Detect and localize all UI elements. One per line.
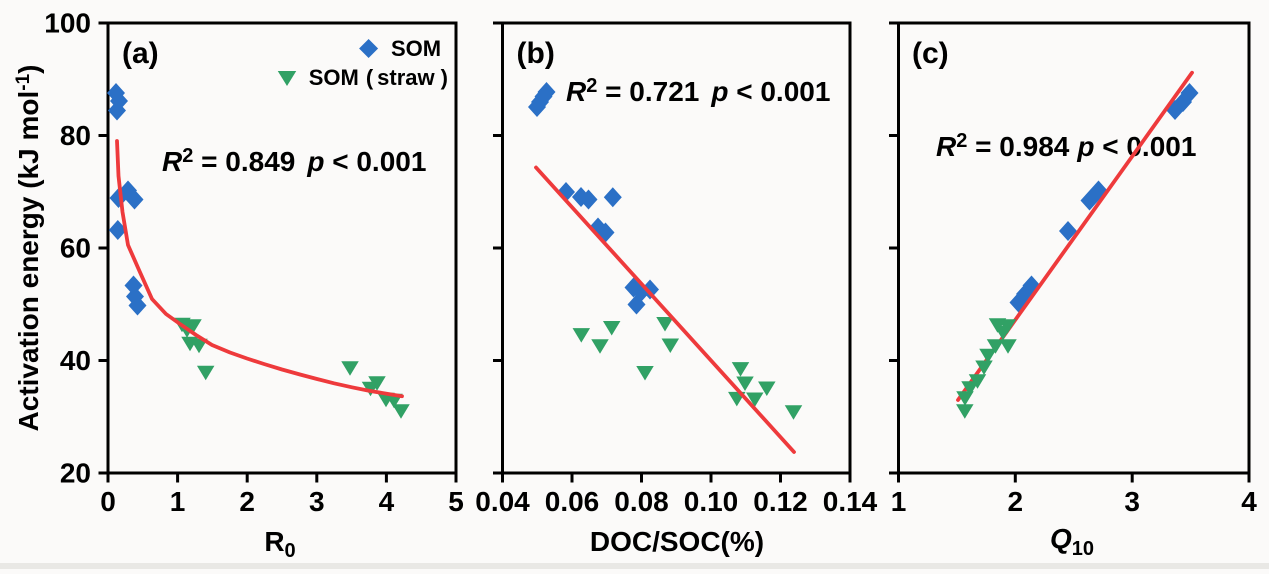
svg-text:4: 4 [379,486,395,517]
svg-text:3: 3 [1124,486,1140,517]
svg-text:2: 2 [239,486,255,517]
svg-text:40: 40 [60,345,91,376]
svg-text:1: 1 [891,486,907,517]
svg-text:(a): (a) [122,37,159,70]
svg-text:DOC/SOC(%): DOC/SOC(%) [590,526,764,557]
svg-text:SOM(straw): SOM(straw) [309,65,448,90]
svg-text:Activation energy (kJ mol-1): Activation energy (kJ mol-1) [13,65,44,432]
svg-text:0.06: 0.06 [545,486,600,517]
svg-text:20: 20 [60,458,91,489]
svg-text:0.10: 0.10 [684,486,739,517]
svg-text:SOM: SOM [391,36,441,61]
svg-text:0.14: 0.14 [823,486,878,517]
svg-text:0: 0 [100,486,116,517]
svg-text:100: 100 [44,8,91,39]
svg-text:60: 60 [60,233,91,264]
svg-text:1: 1 [170,486,186,517]
svg-text:3: 3 [309,486,325,517]
svg-text:0.04: 0.04 [475,486,530,517]
svg-text:(b): (b) [517,37,555,70]
svg-text:(c): (c) [912,37,949,70]
svg-text:0.12: 0.12 [753,486,808,517]
svg-text:5: 5 [448,486,464,517]
svg-text:4: 4 [1241,486,1257,517]
svg-text:80: 80 [60,120,91,151]
svg-text:2: 2 [1008,486,1024,517]
svg-text:0.08: 0.08 [614,486,669,517]
